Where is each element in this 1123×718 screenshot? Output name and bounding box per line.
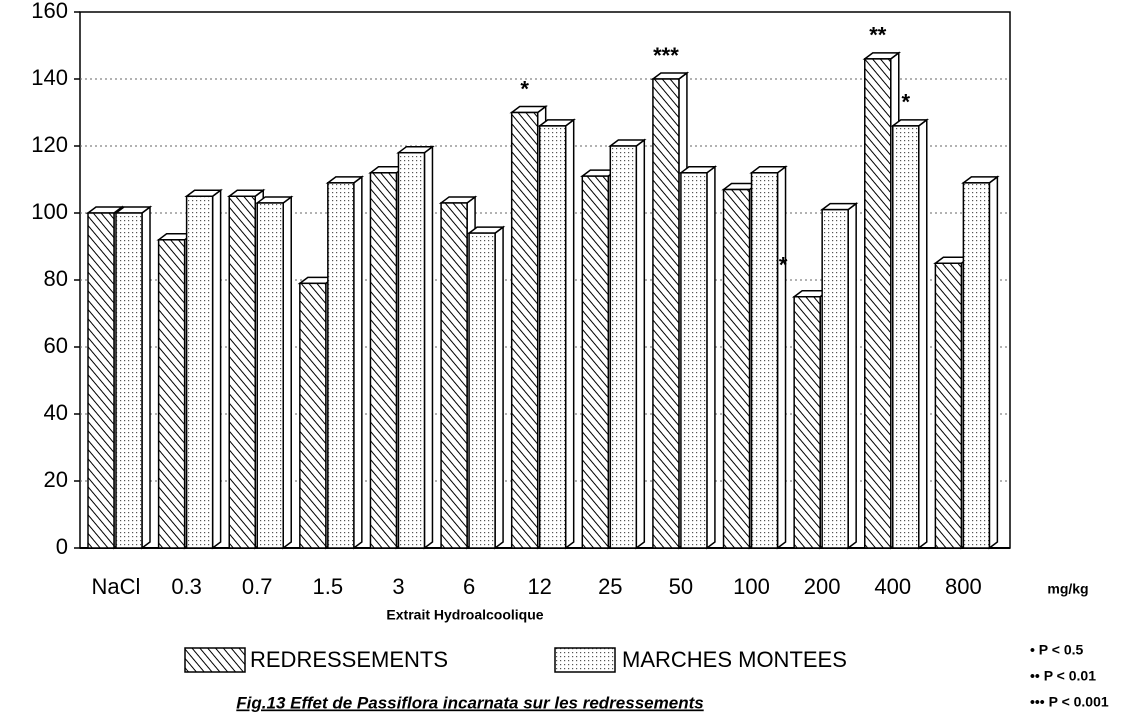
x-tick-label: 0.7 — [242, 574, 273, 599]
x-tick-label: 0.3 — [171, 574, 202, 599]
bar — [113, 205, 153, 550]
y-tick-label: 100 — [31, 199, 68, 224]
x-tick-label: 400 — [874, 574, 911, 599]
bar — [537, 118, 576, 550]
chart-title: Fig.13 Effet de Passiflora incarnata sur… — [236, 693, 703, 712]
bar — [466, 225, 506, 550]
legend-swatch — [184, 647, 246, 673]
x-tick-label: NaCl — [92, 574, 141, 599]
x-tick-label: 800 — [945, 574, 982, 599]
x-tick-label: 25 — [598, 574, 622, 599]
bar — [325, 175, 365, 550]
annotation: * — [779, 253, 788, 278]
x-axis-label: Extrait Hydroalcoolique — [386, 607, 543, 623]
bar — [85, 205, 125, 550]
x-tick-label: 100 — [733, 574, 770, 599]
significance-key: ••• P < 0.001 — [1030, 694, 1109, 710]
y-tick-label: 120 — [31, 132, 68, 157]
x-tick-label: 1.5 — [313, 574, 344, 599]
y-tick-label: 160 — [31, 0, 68, 23]
x-tick-label: 6 — [463, 574, 475, 599]
x-tick-label: 12 — [527, 574, 551, 599]
y-tick-label: 0 — [56, 534, 68, 559]
bar — [254, 195, 294, 550]
bar — [749, 165, 788, 550]
bar — [890, 118, 930, 550]
bar — [819, 202, 859, 550]
bar — [184, 188, 223, 550]
bar — [961, 175, 1000, 550]
x-tick-label: 3 — [392, 574, 404, 599]
legend-label: MARCHES MONTEES — [622, 647, 847, 672]
y-tick-label: 80 — [44, 266, 68, 291]
annotation: ** — [869, 23, 887, 48]
bar — [396, 145, 435, 550]
y-tick-label: 40 — [44, 400, 68, 425]
bar — [608, 138, 647, 550]
annotation: * — [520, 76, 529, 101]
y-tick-label: 140 — [31, 65, 68, 90]
y-tick-label: 60 — [44, 333, 68, 358]
significance-key: • P < 0.5 — [1030, 642, 1084, 658]
annotation: *** — [653, 43, 679, 68]
legend-swatch — [554, 647, 616, 673]
x-tick-label: 50 — [669, 574, 693, 599]
x-tick-label: 200 — [804, 574, 841, 599]
bar — [678, 165, 718, 550]
significance-key: •• P < 0.01 — [1030, 668, 1096, 684]
x-unit: mg/kg — [1047, 581, 1088, 597]
y-tick-label: 20 — [44, 467, 68, 492]
legend-label: REDRESSEMENTS — [250, 647, 448, 672]
annotation: * — [901, 90, 910, 115]
